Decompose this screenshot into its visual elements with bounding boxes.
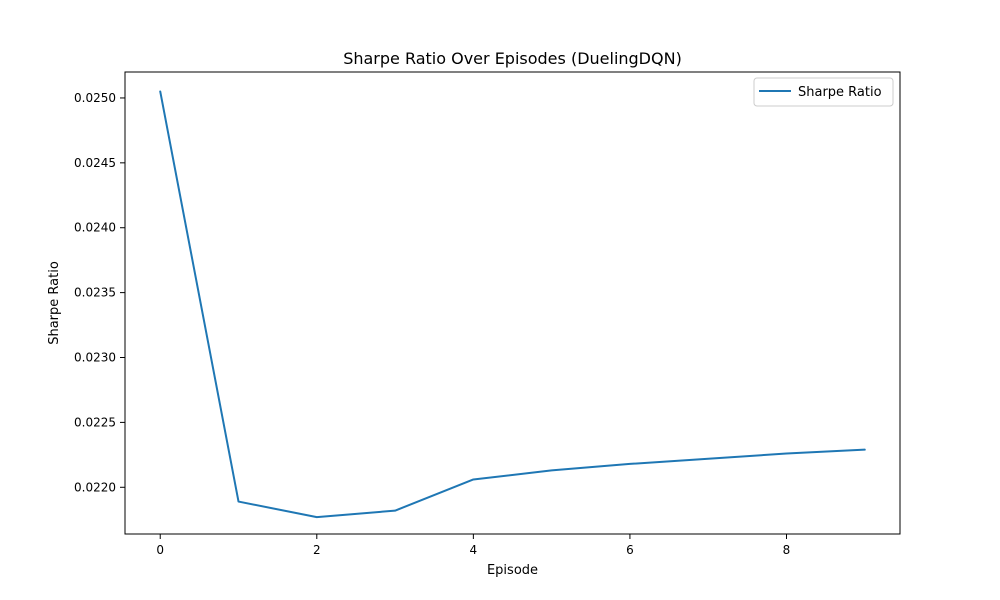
y-axis-label: Sharpe Ratio [47,261,62,345]
y-tick-label: 0.0230 [74,351,116,365]
y-tick-label: 0.0240 [74,221,116,235]
chart-title: Sharpe Ratio Over Episodes (DuelingDQN) [343,49,682,68]
y-tick-label: 0.0235 [74,286,116,300]
x-tick-label: 2 [313,543,321,557]
x-tick-label: 8 [783,543,791,557]
legend: Sharpe Ratio [753,77,894,107]
axes-frame [124,71,901,535]
y-tick-label: 0.0250 [74,91,116,105]
y-tick-label: 0.0245 [74,156,116,170]
x-axis-ticks: 0 2 4 6 8 [156,534,790,557]
x-tick-label: 0 [156,543,164,557]
series-layer [159,90,866,519]
x-axis-label: Episode [487,563,538,578]
x-tick-label: 6 [626,543,634,557]
legend-label: Sharpe Ratio [798,85,882,100]
y-tick-label: 0.0225 [74,415,116,429]
y-axis-ticks: 0.0220 0.0225 0.0230 0.0235 0.0240 0.0245 0.02… [74,91,125,494]
series-line [159,90,866,519]
x-tick-label: 4 [470,543,478,557]
legend-box [753,77,894,107]
y-tick-label: 0.0220 [74,480,116,494]
